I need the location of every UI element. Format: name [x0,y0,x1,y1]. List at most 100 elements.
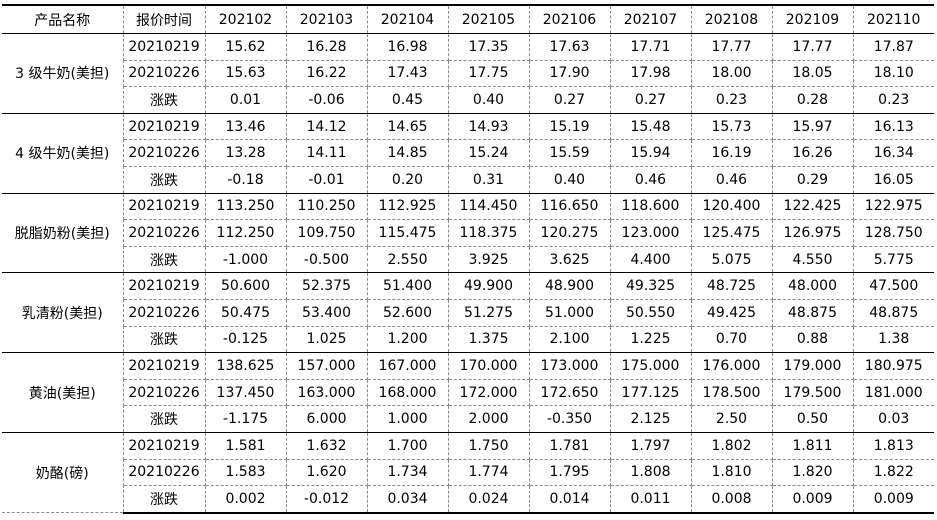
price-cell: 13.28 [204,139,287,167]
price-cell: 0.23 [852,86,934,114]
price-cell: 118.375 [447,219,530,247]
table-row: 乳清粉(美担) 20210219 50.600 52.375 51.400 49.900 4… [2,272,934,354]
header-row: 产品名称 报价时间 202102 202103 202104 202105 20… [2,4,934,34]
quote-date: 20210219 [122,33,206,61]
quote-date: 20210226 [122,219,206,247]
table-row: 脱脂奶粉(美担) 20210219 113.250 110.250 112.925 114… [2,192,934,274]
price-cell: 1.200 [366,325,449,354]
price-cell: 120.400 [690,192,773,221]
header-product: 产品名称 [2,4,124,34]
price-cell: 114.450 [447,192,530,221]
quote-date: 20210226 [122,59,206,88]
price-cell: 1.581 [204,431,287,460]
change-label: 涨跌 [122,86,206,114]
price-cell: 0.034 [366,485,449,514]
price-cell: 0.29 [771,165,854,194]
header-month: 202105 [447,4,530,34]
price-cell: -0.125 [204,325,287,354]
header-month: 202104 [366,4,449,34]
price-cell: 14.85 [366,139,449,167]
price-cell: 179.000 [771,352,854,380]
price-cell: 157.000 [285,352,368,380]
header-month: 202110 [852,4,934,34]
price-cell: 2.000 [447,405,530,433]
price-cell: 1.802 [690,431,773,460]
table-row: 涨跌 0.01 -0.06 0.45 0.40 0.27 0.27 0.23 0.28 0.23 [2,86,934,114]
price-cell: 1.025 [285,325,368,354]
price-cell: 5.075 [690,245,773,274]
price-cell: 16.05 [852,165,934,194]
price-cell: 15.94 [609,139,692,167]
quote-date: 20210219 [122,352,206,380]
product-name: 3 级牛奶(美担) [2,33,124,114]
price-cell: 137.450 [204,378,287,407]
price-cell: 1.774 [447,458,530,487]
price-cell: 178.500 [690,378,773,407]
price-cell: 0.50 [771,405,854,433]
price-cell: 163.000 [285,378,368,407]
price-cell: 1.583 [204,458,287,487]
price-cell: 0.46 [609,165,692,194]
price-cell: 17.71 [609,33,692,61]
price-cell: 0.28 [771,86,854,114]
price-cell: 3.925 [447,245,530,274]
table-row: 涨跌 -1.000 -0.500 2.550 3.925 3.625 4.400 5.075 4… [2,245,934,274]
change-label: 涨跌 [122,245,206,274]
price-cell: 0.45 [366,86,449,114]
quote-date: 20210219 [122,112,206,141]
price-cell: 1.000 [366,405,449,433]
change-label: 涨跌 [122,485,206,514]
price-cell: 0.009 [852,485,934,514]
price-cell: 48.900 [528,272,611,300]
price-cell: 52.600 [366,298,449,327]
price-cell: 2.100 [528,325,611,354]
price-cell: 118.600 [609,192,692,221]
price-cell: 17.35 [447,33,530,61]
price-cell: 122.425 [771,192,854,221]
price-cell: 15.62 [204,33,287,61]
price-cell: 1.620 [285,458,368,487]
header-month: 202106 [528,4,611,34]
header-month: 202109 [771,4,854,34]
price-cell: -1.175 [204,405,287,433]
price-cell: 173.000 [528,352,611,380]
table-row: 20210226 50.475 53.400 52.600 51.275 51.000 50… [2,298,934,327]
price-cell: 16.13 [852,112,934,141]
price-cell: 0.27 [528,86,611,114]
price-cell: 172.000 [447,378,530,407]
table-row: 涨跌 -1.175 6.000 1.000 2.000 -0.350 2.125 2.50 0.… [2,405,934,433]
price-cell: 126.975 [771,219,854,247]
price-cell: 0.40 [447,86,530,114]
table-row: 黄油(美担) 20210219 138.625 157.000 167.000 170.0… [2,352,934,433]
price-cell: 51.400 [366,272,449,300]
price-cell: 16.28 [285,33,368,61]
price-cell: 15.59 [528,139,611,167]
price-cell: 0.01 [204,86,287,114]
table-body: 3 级牛奶(美担) 20210219 15.62 16.28 16.98 17.35 17.… [2,33,934,514]
price-cell: 0.46 [690,165,773,194]
price-cell: 16.26 [771,139,854,167]
price-cell: 1.822 [852,458,934,487]
price-cell: -0.01 [285,165,368,194]
price-cell: 115.475 [366,219,449,247]
price-cell: 53.400 [285,298,368,327]
price-cell: 50.550 [609,298,692,327]
price-cell: 1.375 [447,325,530,354]
price-cell: 0.31 [447,165,530,194]
price-cell: 48.875 [771,298,854,327]
price-cell: 0.03 [852,405,934,433]
header-month: 202102 [204,4,287,34]
price-cell: 1.808 [609,458,692,487]
price-cell: -0.06 [285,86,368,114]
price-cell: 0.20 [366,165,449,194]
price-cell: 48.000 [771,272,854,300]
product-name: 4 级牛奶(美担) [2,112,124,194]
price-cell: -0.012 [285,485,368,514]
table-row: 20210226 15.63 16.22 17.43 17.75 17.90 17.98 18… [2,59,934,88]
table-row: 20210226 1.583 1.620 1.734 1.774 1.795 1.808 1.… [2,458,934,487]
price-cell: 181.000 [852,378,934,407]
table-row: 20210226 13.28 14.11 14.85 15.24 15.59 15.94 16… [2,139,934,167]
table-row: 涨跌 -0.18 -0.01 0.20 0.31 0.40 0.46 0.46 0.29 16.0… [2,165,934,194]
price-cell: 16.19 [690,139,773,167]
price-cell: 52.375 [285,272,368,300]
